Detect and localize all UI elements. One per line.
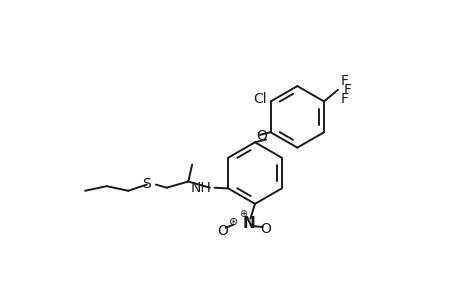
Text: ⊕: ⊕ [239,209,247,219]
Text: N: N [242,216,255,231]
Text: F: F [340,74,348,88]
Text: Cl: Cl [252,92,266,106]
Text: ⊛: ⊛ [228,217,238,226]
Text: S: S [142,177,151,191]
Text: O: O [255,129,266,143]
Text: O: O [217,224,228,238]
Text: NH: NH [190,181,211,195]
Text: F: F [340,92,348,106]
Text: F: F [343,83,351,97]
Text: O: O [260,222,271,236]
